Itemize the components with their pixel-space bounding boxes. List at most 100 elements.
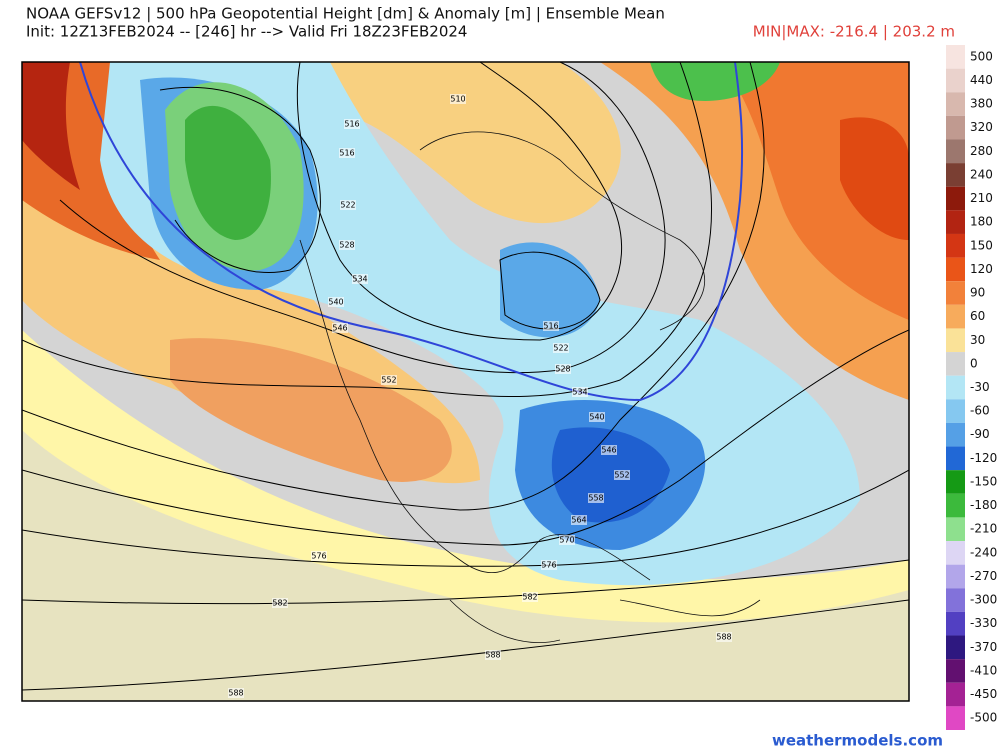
colorbar-label: -370 [970, 640, 997, 654]
colorbar-label: 500 [970, 49, 993, 63]
contour-label: 516 [543, 322, 558, 331]
colorbar-label: -90 [970, 427, 990, 441]
colorbar-swatch [946, 186, 965, 211]
contour-label: 528 [555, 365, 570, 374]
colorbar-swatch [946, 706, 965, 730]
contour-label: 588 [228, 689, 243, 698]
colorbar-swatch [946, 328, 965, 353]
colorbar-label: -500 [970, 711, 997, 725]
colorbar-swatch [946, 304, 965, 329]
title: NOAA GEFSv12 | 500 hPa Geopotential Heig… [26, 5, 665, 23]
contour-label: 522 [340, 201, 355, 210]
map-area [22, 62, 909, 701]
contour-label: 570 [559, 536, 574, 545]
contour-label: 558 [588, 494, 603, 503]
colorbar-label: -60 [970, 404, 990, 418]
colorbar-swatch [946, 446, 965, 471]
contour-label-bg [328, 297, 344, 307]
colorbar-swatch [946, 682, 965, 707]
contour-label: 546 [601, 446, 616, 455]
colorbar-label: 0 [970, 356, 978, 370]
colorbar-swatch [946, 233, 965, 258]
colorbar-label: 120 [970, 262, 993, 276]
colorbar-swatch [946, 68, 965, 93]
colorbar-swatch [946, 659, 965, 683]
colorbar-label: -450 [970, 687, 997, 701]
map-frame [21, 61, 910, 702]
contour-label-bg [559, 535, 575, 545]
contour-label: 516 [339, 149, 354, 158]
contour-label: 582 [522, 593, 537, 602]
colorbar-swatch [946, 210, 965, 234]
contour-label: 564 [571, 516, 586, 525]
colorbar-swatch [946, 588, 965, 612]
contour-label-bg [541, 560, 557, 570]
contour-label: 552 [614, 471, 629, 480]
colorbar-label: 280 [970, 144, 993, 158]
colorbar-swatch [946, 541, 965, 565]
init-line: Init: 12Z13FEB2024 -- [246] hr --> Valid… [26, 23, 467, 41]
colorbar-swatch [946, 493, 965, 518]
contour-label-bg [340, 200, 356, 210]
contour-label-bg [381, 375, 397, 385]
colorbar-label: 90 [970, 286, 985, 300]
contour-label: 534 [352, 275, 367, 284]
colorbar-swatch [946, 399, 965, 423]
contour-label-bg [614, 470, 630, 480]
contour-label-bg [572, 387, 588, 397]
contour-label-bg [339, 148, 355, 158]
contour-label-bg [485, 650, 501, 660]
contour-label: 546 [332, 324, 347, 333]
colorbar-label: 180 [970, 215, 993, 229]
contour-label-bg [543, 321, 559, 331]
contour-label: 588 [716, 633, 731, 642]
colorbar-label: -30 [970, 380, 990, 394]
colorbar-label: 380 [970, 97, 993, 111]
contour-label-bg [228, 688, 244, 698]
contour-label: 534 [572, 388, 587, 397]
contour-label-bg [352, 274, 368, 284]
colorbar-swatch [946, 163, 965, 187]
colorbar-label: -240 [970, 545, 997, 559]
colorbar-swatch [946, 470, 965, 494]
contour-label-bg [332, 323, 348, 333]
colorbar-label: -410 [970, 663, 997, 677]
contour-label: 582 [272, 599, 287, 608]
contour-label-bg [522, 592, 538, 602]
contour-label-bg [555, 364, 571, 374]
colorbar-label: -180 [970, 498, 997, 512]
contour-label: 528 [339, 241, 354, 250]
colorbar-swatch [946, 422, 965, 447]
contour-label-bg [311, 551, 327, 561]
colorbar-label: -120 [970, 451, 997, 465]
colorbar-label: 440 [970, 73, 993, 87]
colorbar-swatch [946, 564, 965, 589]
colorbar-label: 240 [970, 167, 993, 181]
contour-label: 576 [311, 552, 326, 561]
colorbar-swatch [946, 375, 965, 400]
contour-label: 516 [344, 120, 359, 129]
contour-label-bg [571, 515, 587, 525]
contour-label-bg [272, 598, 288, 608]
colorbar-label: 210 [970, 191, 993, 205]
contour-label-bg [344, 119, 360, 129]
colorbar-label: -150 [970, 474, 997, 488]
colorbar-swatch [946, 115, 965, 140]
contour-label-bg [450, 94, 466, 104]
colorbar-swatch [946, 92, 965, 116]
contour-label: 588 [485, 651, 500, 660]
colorbar-label: -270 [970, 569, 997, 583]
contour-label-bg [589, 412, 605, 422]
contour-label-bg [553, 343, 569, 353]
contour-label: 522 [553, 344, 568, 353]
colorbar-swatch [946, 352, 965, 376]
contour-label-bg [601, 445, 617, 455]
contour-label: 540 [328, 298, 343, 307]
contour-label-bg [339, 240, 355, 250]
colorbar-swatch [946, 281, 965, 305]
contour-label: 510 [450, 95, 465, 104]
colorbar-swatch [946, 139, 965, 164]
colorbar-label: -300 [970, 593, 997, 607]
